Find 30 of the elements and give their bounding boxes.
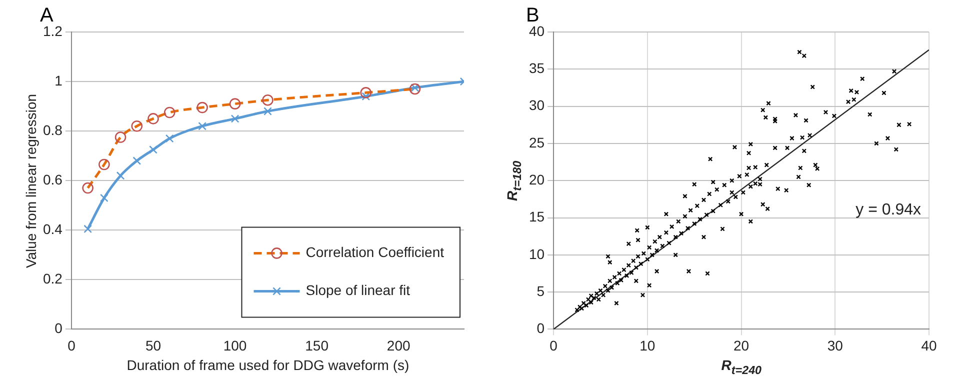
x-axis-title: R$_{t=240}$ — [721, 357, 762, 377]
y-tick-label: 0.6 — [42, 171, 63, 188]
y-tick-label: 1 — [54, 72, 63, 88]
x-tick-label: 0 — [68, 337, 76, 354]
x-tick-label: 20 — [733, 337, 750, 354]
y-tick-label: 0.2 — [42, 270, 63, 287]
y-tick-label: 30 — [528, 97, 545, 114]
x-tick-label: 200 — [386, 337, 410, 354]
y-tick-label: 10 — [528, 246, 545, 262]
annotation: y = 0.94x — [856, 202, 921, 219]
x-tick-label: 0 — [550, 337, 558, 354]
y-tick-label: 0 — [54, 320, 63, 336]
x-tick-label: 30 — [827, 337, 844, 354]
y-tick-label: 25 — [528, 134, 545, 150]
y-tick-label: 5 — [536, 282, 545, 299]
y-tick-label: 35 — [528, 60, 545, 76]
y-tick-label: 15 — [528, 208, 545, 225]
x-tick-label: 100 — [223, 337, 247, 354]
x-tick-label: 150 — [305, 337, 329, 354]
legend-label: Slope of linear fit — [306, 282, 410, 298]
x-tick-label: 40 — [921, 337, 937, 354]
y-axis-title: Value from linear regression — [23, 94, 40, 268]
legend-label: Correlation Coefficient — [306, 244, 444, 260]
y-tick-label: 0.8 — [42, 122, 63, 138]
x-tick-label: 50 — [145, 337, 162, 354]
x-axis-title: Duration of frame used for DDG waveform (s) — [126, 357, 410, 374]
x-tick-label: 10 — [640, 337, 656, 354]
y-tick-label: 0.4 — [42, 220, 63, 237]
y-tick-label: 0 — [536, 320, 545, 336]
y-tick-label: 20 — [528, 171, 545, 188]
